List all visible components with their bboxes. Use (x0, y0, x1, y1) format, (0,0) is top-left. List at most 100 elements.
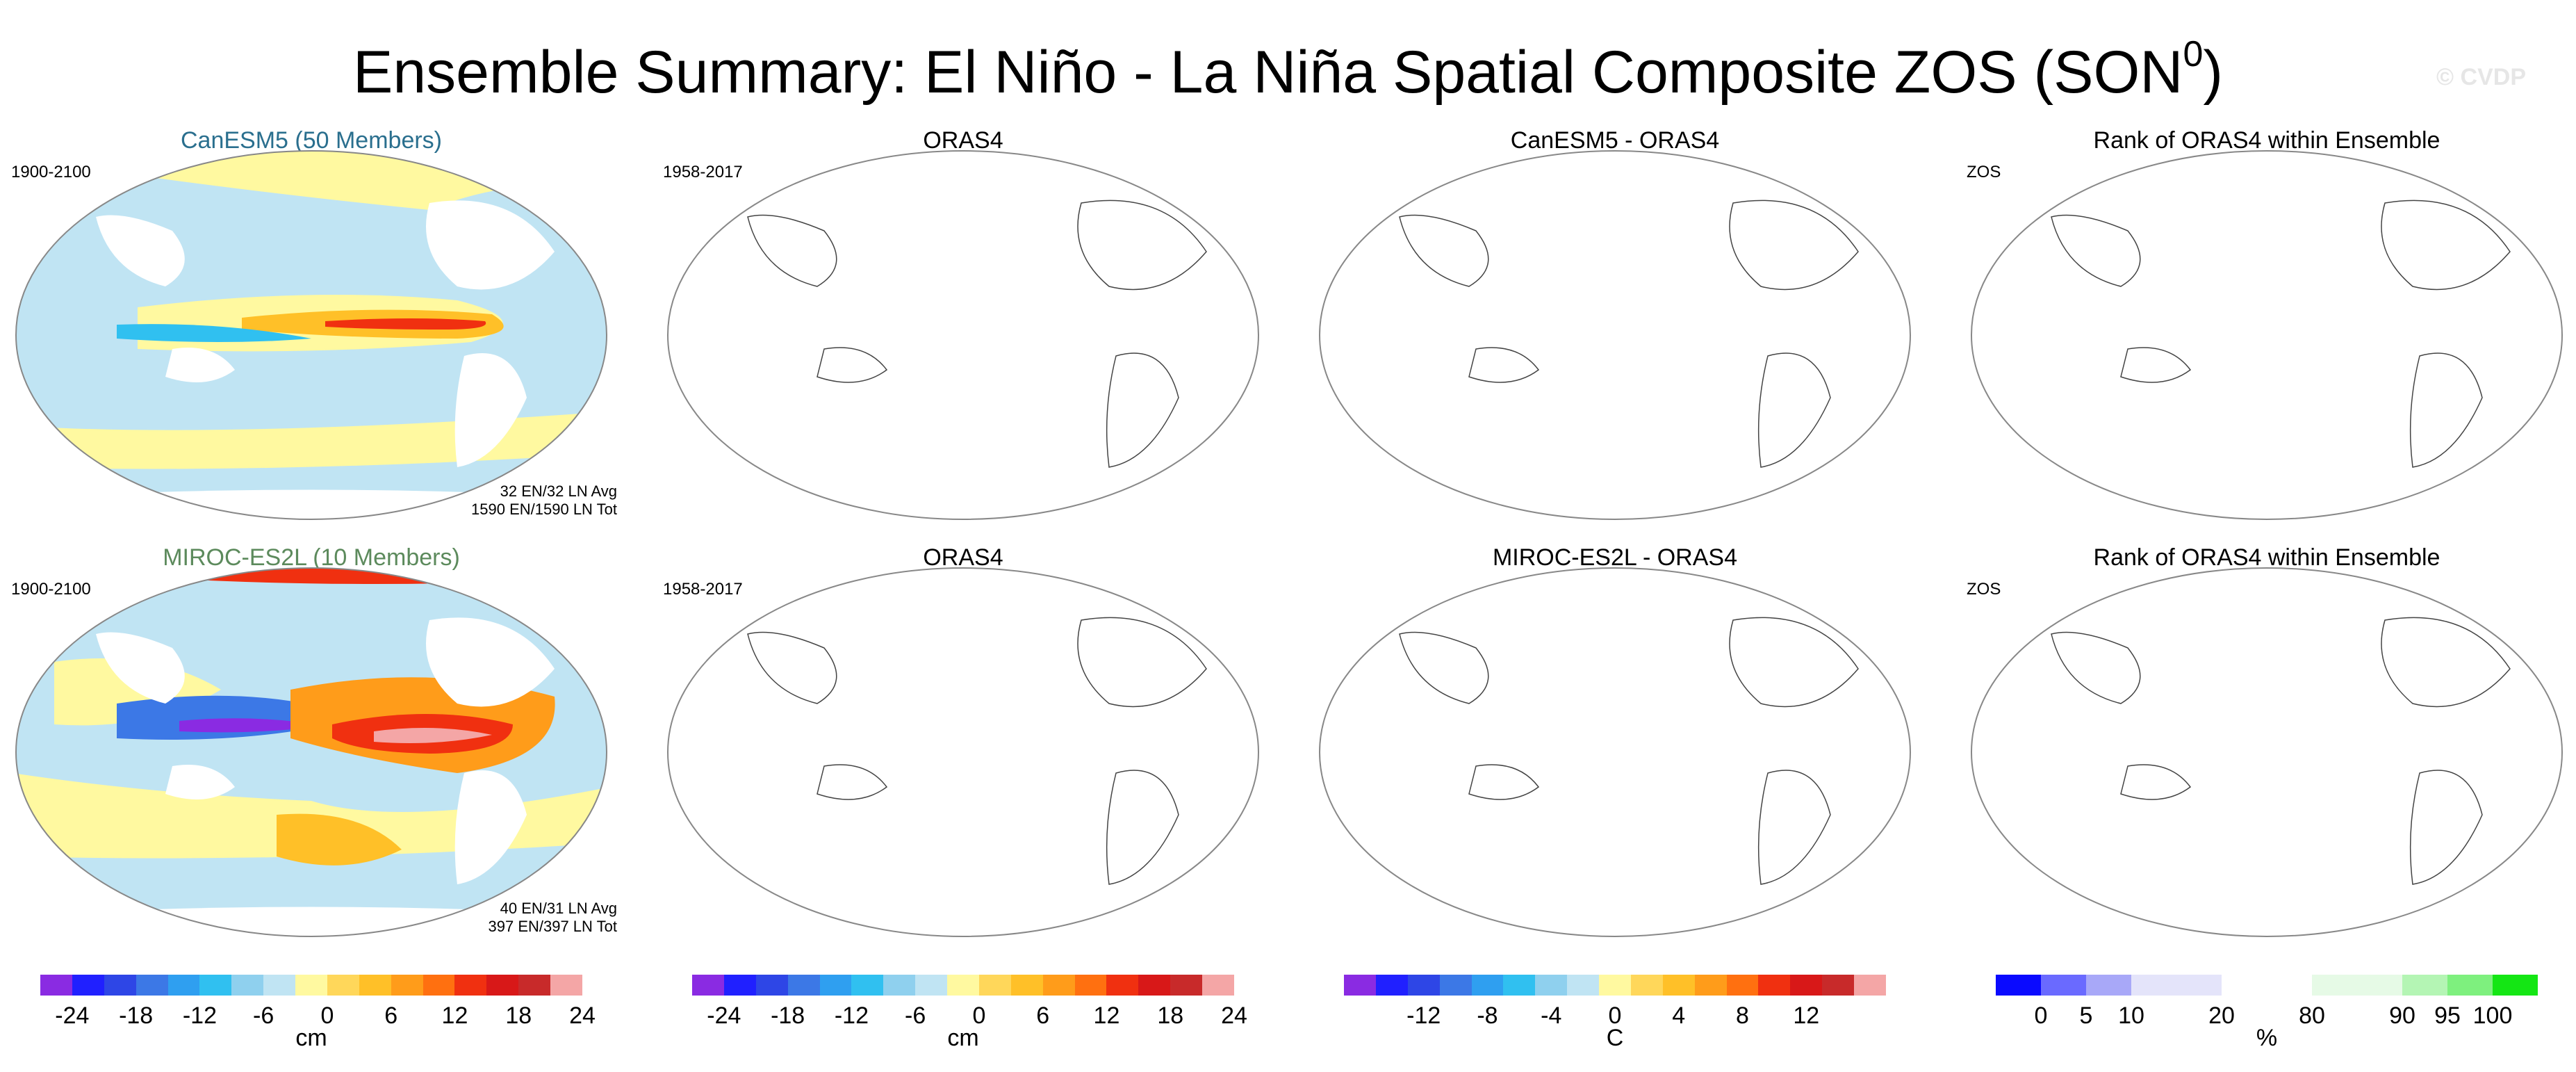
colorbar-swatch (1375, 975, 1408, 996)
map-composite (15, 567, 607, 937)
colorbar-tick: 0 (320, 1002, 334, 1029)
panel-rank-row2: Rank of ORAS4 within Ensemble ZOS (1961, 544, 2573, 975)
colorbar-swatch (2357, 975, 2402, 996)
colorbar-tick: -18 (771, 1002, 805, 1029)
colorbar-swatch (883, 975, 916, 996)
ensemble-avg: 40 EN/31 LN Avg (500, 900, 617, 917)
colorbar-tick: -6 (905, 1002, 926, 1029)
panel-diff-row1: CanESM5 - ORAS4 (1309, 127, 1921, 558)
colorbar-swatch (755, 975, 788, 996)
colorbar-swatch (1439, 975, 1472, 996)
colorbar-obs: -24 -18 -12 -6 0 6 12 18 24 cm (692, 975, 1247, 1065)
colorbar-tick: -8 (1477, 1002, 1498, 1029)
period-label: 1900-2100 (11, 163, 91, 181)
colorbar-swatch (2131, 975, 2176, 996)
figure-title: Ensemble Summary: El Niño - La Niña Spat… (352, 34, 2224, 106)
colorbar-swatch (2447, 975, 2493, 996)
colorbar-swatch (391, 975, 423, 996)
panel-obs-row2: ORAS4 1958-2017 (657, 544, 1269, 975)
colorbar-unit: cm (947, 1025, 979, 1051)
colorbar-swatch (231, 975, 264, 996)
colorbar-tick: 80 (2299, 1002, 2325, 1029)
colorbar-tick: 12 (1793, 1002, 1820, 1029)
colorbar-swatch (1822, 975, 1854, 996)
panel-title: MIROC-ES2L - ORAS4 (1492, 544, 1738, 571)
colorbar-tick: -24 (55, 1002, 90, 1029)
colorbar-swatch (1599, 975, 1631, 996)
colorbar-swatches (40, 975, 582, 996)
colorbar-swatches (692, 975, 1234, 996)
colorbar-swatch (2402, 975, 2447, 996)
colorbar-swatch (2267, 975, 2312, 996)
colorbar-swatch (167, 975, 200, 996)
ensemble-tot: 397 EN/397 LN Tot (488, 918, 618, 935)
panel-title: ORAS4 (923, 544, 1003, 571)
panel-title: Rank of ORAS4 within Ensemble (2093, 544, 2440, 571)
colorbar-tick: -6 (253, 1002, 274, 1029)
colorbar-swatch (2086, 975, 2131, 996)
colorbar-swatch (72, 975, 104, 996)
colorbar-swatch (1042, 975, 1075, 996)
colorbar-swatch (915, 975, 947, 996)
colorbar-swatch (454, 975, 487, 996)
colorbar-unit: cm (295, 1025, 327, 1051)
colorbar-swatch (550, 975, 582, 996)
variable-label: ZOS (1967, 163, 2001, 181)
map-outline (1319, 567, 1911, 937)
colorbar-swatch (518, 975, 550, 996)
period-label: 1900-2100 (11, 580, 91, 599)
colorbar-swatch (1662, 975, 1695, 996)
panel-model-row2: MIROC-ES2L (10 Members) 1900-2100 (6, 544, 617, 975)
colorbar-tick: 20 (2208, 1002, 2235, 1029)
colorbar-swatch (978, 975, 1011, 996)
colorbar-swatch (819, 975, 852, 996)
colorbar-swatch (104, 975, 136, 996)
colorbar-swatch (486, 975, 519, 996)
colorbar-tick: -18 (119, 1002, 154, 1029)
map-outline (1319, 150, 1911, 520)
colorbar-tick: 4 (1672, 1002, 1686, 1029)
colorbar-tick: 18 (505, 1002, 532, 1029)
colorbar-swatch (1344, 975, 1376, 996)
colorbar-tick: 0 (2034, 1002, 2048, 1029)
colorbar-tick: 0 (1608, 1002, 1622, 1029)
colorbar-tick: -12 (182, 1002, 217, 1029)
colorbar-swatch (423, 975, 455, 996)
panel-diff-row2: MIROC-ES2L - ORAS4 (1309, 544, 1921, 975)
colorbar-swatch (1170, 975, 1202, 996)
colorbar-tick: 18 (1157, 1002, 1184, 1029)
colorbar-swatch (1854, 975, 1886, 996)
watermark: © CVDP (2436, 64, 2526, 90)
panel-rank-row1: Rank of ORAS4 within Ensemble ZOS (1961, 127, 2573, 558)
colorbar-tick: -4 (1541, 1002, 1562, 1029)
map-outline (1971, 567, 2563, 937)
colorbar-swatch (1567, 975, 1599, 996)
variable-label: ZOS (1967, 580, 2001, 599)
colorbar-swatch (1010, 975, 1043, 996)
colorbar-swatch (1630, 975, 1663, 996)
colorbar-tick: 12 (441, 1002, 468, 1029)
period-label: 1958-2017 (663, 163, 743, 181)
colorbar-swatch (2041, 975, 2086, 996)
colorbar-swatch (199, 975, 232, 996)
panel-obs-row1: ORAS4 1958-2017 (657, 127, 1269, 558)
colorbar-swatch (2222, 975, 2267, 996)
colorbar-diff: -12 -8 -4 0 4 8 12 C (1344, 975, 1886, 1065)
colorbar-swatch (851, 975, 884, 996)
panel-title: CanESM5 - ORAS4 (1510, 127, 1720, 154)
colorbar-swatch (1758, 975, 1791, 996)
colorbar-swatch (1471, 975, 1504, 996)
colorbar-tick: 8 (1736, 1002, 1749, 1029)
colorbar-swatch (1726, 975, 1759, 996)
colorbar-tick: -24 (707, 1002, 741, 1029)
colorbar-swatch (2493, 975, 2538, 996)
colorbar-tick: 100 (2472, 1002, 2513, 1029)
colorbar-swatch (263, 975, 295, 996)
colorbar-swatch (723, 975, 756, 996)
colorbar-tick: 12 (1093, 1002, 1120, 1029)
colorbar-swatches (1344, 975, 1886, 996)
colorbar-model: -24 -18 -12 -6 0 6 12 18 24 cm (40, 975, 596, 1065)
colorbar-swatch (787, 975, 820, 996)
colorbar-swatch (1694, 975, 1727, 996)
